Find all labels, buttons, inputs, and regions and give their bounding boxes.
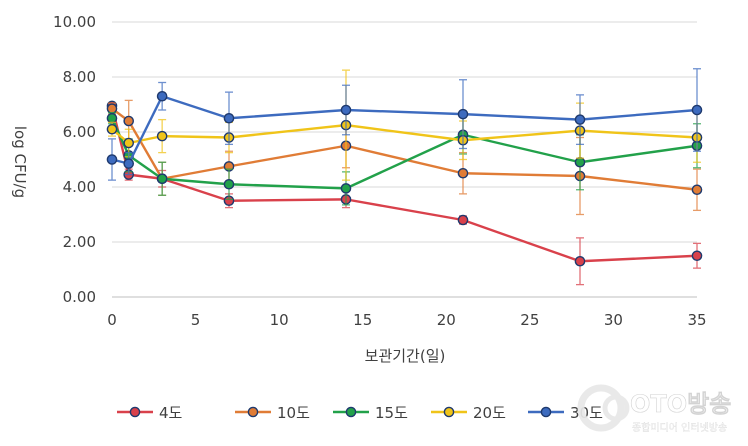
legend-label: 20도 <box>473 404 506 422</box>
legend-label: 15도 <box>375 404 408 422</box>
data-point <box>156 173 168 185</box>
y-tick-label: 8.00 <box>63 68 96 86</box>
y-tick-label: 10.00 <box>53 13 96 31</box>
x-tick-label: 5 <box>191 311 201 329</box>
x-tick-label: 35 <box>687 311 706 329</box>
legend-marker <box>129 406 141 418</box>
data-point <box>223 178 235 190</box>
data-point <box>223 112 235 124</box>
data-point <box>340 183 352 194</box>
series-line <box>110 117 698 190</box>
watermark-tagline: 종합미디어 인터넷방송 <box>632 422 727 434</box>
x-tick-labels: 0 5 10 15 20 25 30 35 <box>107 311 706 329</box>
legend-marker <box>247 406 259 418</box>
data-point <box>106 103 118 114</box>
x-tick-label: 0 <box>107 311 117 329</box>
y-tick-label: 6.00 <box>63 123 96 141</box>
data-point <box>457 214 469 226</box>
watermark-logo: OTO방송 종합미디어 인터넷방송 <box>577 384 732 434</box>
error-bars <box>108 102 701 286</box>
series-line <box>110 105 698 263</box>
data-point <box>156 90 168 102</box>
y-tick-labels: 0.00 2.00 4.00 6.00 8.00 10.00 <box>53 13 96 306</box>
series-1 <box>106 100 703 286</box>
y-tick-label: 0.00 <box>63 288 96 306</box>
data-point <box>691 184 703 196</box>
data-point <box>457 167 469 179</box>
x-axis-title: 보관기간(일) <box>365 347 446 365</box>
legend-marker <box>443 406 455 418</box>
data-point <box>457 108 469 120</box>
x-tick-label: 20 <box>437 311 456 329</box>
y-tick-label: 4.00 <box>63 178 96 196</box>
series-5 <box>106 68 703 181</box>
data-point <box>574 156 586 168</box>
legend-label: 10도 <box>277 404 310 422</box>
data-point <box>106 123 118 135</box>
data-point <box>340 104 352 116</box>
data-point <box>106 112 118 124</box>
data-point <box>574 255 586 267</box>
legend-marker <box>345 406 357 418</box>
series-group <box>106 68 703 286</box>
y-axis-title: log CFU/g <box>11 126 29 198</box>
x-tick-label: 15 <box>353 311 372 329</box>
data-point <box>156 130 168 142</box>
watermark-ring-icon <box>577 384 625 432</box>
x-tick-label: 25 <box>520 311 539 329</box>
watermark-ring-icon <box>602 394 630 422</box>
y-tick-label: 2.00 <box>63 233 96 251</box>
data-point <box>123 158 135 169</box>
legend-label: 4도 <box>159 404 183 422</box>
error-bars <box>108 69 701 181</box>
series-3 <box>106 112 703 206</box>
error-bars <box>108 68 701 181</box>
data-point <box>123 115 135 127</box>
x-tick-label: 10 <box>270 311 289 329</box>
series-line <box>111 95 698 165</box>
legend: 4도 10도 15도 20도 30도 <box>117 404 603 422</box>
legend-marker <box>540 406 552 418</box>
series-4 <box>106 69 703 181</box>
x-tick-label: 30 <box>604 311 623 329</box>
data-point <box>691 250 703 262</box>
data-point <box>123 137 135 149</box>
watermark-brand: OTO방송 <box>630 390 731 418</box>
series-line <box>111 107 698 191</box>
series-line <box>111 123 698 145</box>
data-point <box>106 154 118 165</box>
data-point <box>691 104 703 116</box>
data-point <box>574 114 586 125</box>
